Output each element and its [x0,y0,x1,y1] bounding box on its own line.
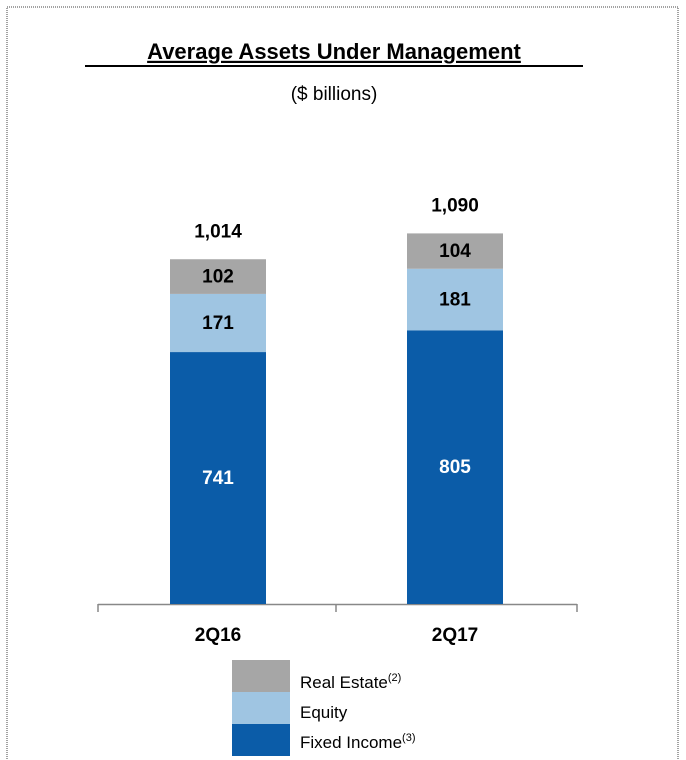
legend-note: (2) [388,672,401,684]
bar-segment [170,352,266,604]
legend-name: Fixed Income [300,733,402,752]
legend-label: Real Estate(2) [300,672,401,693]
chart-title: Average Assets Under Management [147,39,521,64]
value-label: 181 [439,290,471,311]
x-tick-label: 2Q16 [195,625,241,646]
value-label: 741 [202,468,234,489]
legend-label: Fixed Income(3) [300,732,416,753]
legend-swatch [232,692,290,724]
bar-segment [170,259,266,294]
x-tick-label: 2Q17 [432,625,478,646]
total-label: 1,014 [194,221,242,242]
legend-label: Equity [300,703,348,722]
value-label: 171 [202,313,234,334]
value-label: 805 [439,457,471,478]
bar-segment [407,233,503,269]
bar-segment [407,268,503,331]
value-label: 104 [439,241,471,262]
total-label: 1,090 [431,195,479,216]
value-label: 102 [202,267,234,288]
legend-note: (3) [402,732,415,744]
bar-segment [170,293,266,353]
bar-segment [407,330,503,604]
legend-swatch [232,724,290,756]
legend-name: Real Estate [300,673,388,692]
chart-subtitle: ($ billions) [291,84,378,105]
legend-name: Equity [300,703,348,722]
legend-swatch [232,660,290,692]
frame [6,6,679,760]
